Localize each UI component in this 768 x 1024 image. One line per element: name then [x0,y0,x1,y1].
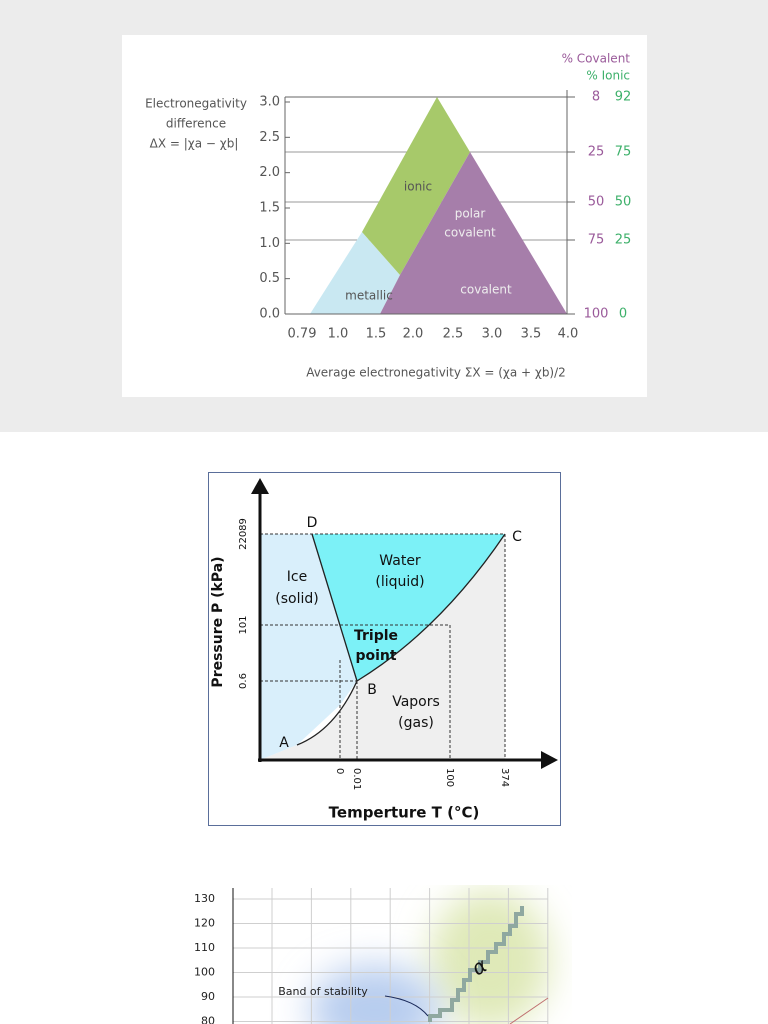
region-label: (solid) [275,591,318,607]
y-tick-label: 0.6 [238,673,249,689]
guides [260,533,506,760]
x-title: Temperture T (°C) [329,804,480,822]
y-tick-label: 3.0 [259,95,280,110]
covalent-region [380,152,567,314]
y-tick-label: 0.0 [259,306,280,321]
y-tick-label: 2.5 [259,130,280,145]
region-label: metallic [345,289,393,303]
y-tick-label: 120 [194,917,215,930]
x-tick-label: 3.5 [521,327,542,342]
region-label: ionic [404,180,432,194]
y-tick-label: 80 [201,1015,215,1024]
ionic-tick-label: 50 [615,195,632,210]
annotation-arrow [384,995,429,1017]
figure2-labels: D C B A Ice (solid) Water (liquid) Tripl… [210,515,522,822]
x-tick-label: 4.0 [558,327,579,342]
ionic-tick-label: 0 [619,307,627,322]
x-tick-label: 0.01 [351,768,362,790]
ionic-tick-label: 25 [615,233,632,248]
x-tick-label: 2.5 [443,327,464,342]
y-title: Pressure P (kPa) [210,556,226,687]
reference-line [509,997,549,1024]
covalent-tick-label: 8 [592,90,600,105]
y-tick-label: 101 [238,615,249,634]
point-label: D [307,515,318,531]
covalent-tick-label: 50 [588,195,605,210]
x-tick-label: 2.0 [403,327,424,342]
point-label: B [367,682,377,698]
metallic-region [310,232,400,314]
x-tick-label: 3.0 [482,327,503,342]
y-tick-label: 1.0 [259,236,280,251]
gas-region [260,534,505,760]
figure1-labels: % Covalent % Ionic Electronegativity dif… [145,52,630,380]
point-label: C [512,529,522,545]
y-tick-label: 110 [194,941,215,954]
annotation: Band of stability [278,985,368,998]
covalent-title: % Covalent [562,52,631,66]
blob [310,965,440,1024]
x-tick-label: 374 [499,768,510,787]
x-tick-label: 0 [334,768,345,774]
region-label: Ice [287,569,307,585]
figure3-grid [233,888,549,1024]
phase-boundary [296,533,506,746]
y-tick-label: 1.5 [259,200,280,215]
ice-region [260,534,357,760]
x-tick-label: 1.0 [328,327,349,342]
region-label: covalent [444,226,496,240]
y-title: ΔX = |χa − χb| [150,137,239,151]
ionic-tick-label: 92 [615,90,632,105]
water-region [312,534,505,681]
covalent-tick-label: 75 [588,233,605,248]
region-label: Triple [354,628,398,644]
y-tick-label: 22089 [238,518,249,550]
region-label: point [355,648,396,664]
region-label: (liquid) [375,574,424,590]
ionic-title: % Ionic [586,69,630,83]
region-label: Vapors [392,694,440,710]
x-tick-label: 100 [444,768,455,787]
covalent-tick-label: 25 [588,145,605,160]
region-label: covalent [460,283,512,297]
point-label: A [279,735,289,751]
y-tick-label: 100 [194,966,215,979]
x-tick-label: 1.5 [366,327,387,342]
y-title: Electronegativity [145,97,247,111]
arrow [251,478,269,494]
ionic-tick-label: 75 [615,145,632,160]
region-label: Water [379,553,421,569]
y-title: difference [166,117,226,131]
y-tick-label: 0.5 [259,271,280,286]
ionic-region [362,97,470,275]
y-tick-label: 130 [194,892,215,905]
covalent-tick-label: 100 [584,307,609,322]
region-label: (gas) [398,715,434,731]
stability-band [428,906,524,1022]
x-title: Average electronegativity ΣX = (χa + χb)… [306,366,566,380]
y-tick-label: 2.0 [259,165,280,180]
x-tick-label: 0.79 [288,327,317,342]
arrow [541,751,558,769]
region-label: polar [455,207,486,221]
y-tick-label: 90 [201,990,215,1003]
